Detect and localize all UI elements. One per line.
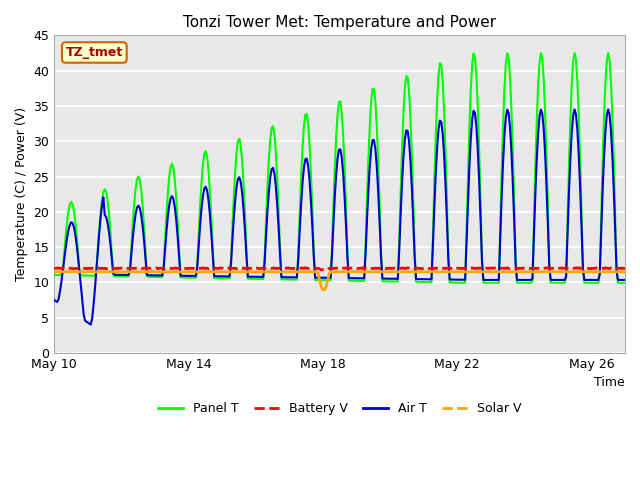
Battery V: [344, 264, 351, 270]
Solar V: [243, 269, 250, 275]
Battery V: [370, 265, 378, 271]
Solar V: [471, 269, 479, 275]
Line: Solar V: Solar V: [54, 272, 625, 290]
X-axis label: Time: Time: [595, 376, 625, 389]
Line: Panel T: Panel T: [54, 53, 625, 283]
Air T: [243, 252, 250, 258]
Panel T: [565, 165, 573, 170]
Solar V: [454, 269, 462, 275]
Y-axis label: Temperature (C) / Power (V): Temperature (C) / Power (V): [15, 107, 28, 281]
Battery V: [317, 267, 324, 273]
Panel T: [451, 280, 459, 286]
Battery V: [51, 265, 58, 271]
Battery V: [221, 265, 229, 271]
Solar V: [320, 287, 328, 293]
Air T: [621, 277, 629, 283]
Solar V: [370, 269, 378, 275]
Solar V: [621, 269, 629, 275]
Battery V: [471, 265, 479, 271]
Solar V: [148, 269, 156, 275]
Air T: [223, 274, 230, 279]
Legend: Panel T, Battery V, Air T, Solar V: Panel T, Battery V, Air T, Solar V: [153, 397, 526, 420]
Air T: [470, 108, 477, 114]
Solar V: [51, 269, 58, 275]
Line: Battery V: Battery V: [54, 267, 625, 270]
Title: Tonzi Tower Met: Temperature and Power: Tonzi Tower Met: Temperature and Power: [183, 15, 496, 30]
Air T: [87, 322, 95, 327]
Panel T: [241, 212, 249, 217]
Battery V: [241, 265, 249, 271]
Air T: [565, 192, 573, 197]
Battery V: [566, 265, 574, 271]
Air T: [51, 297, 58, 303]
Air T: [369, 137, 376, 143]
Solar V: [566, 269, 574, 275]
Solar V: [223, 269, 230, 275]
Panel T: [367, 98, 375, 104]
Air T: [604, 107, 612, 112]
Battery V: [621, 265, 629, 271]
Battery V: [454, 265, 462, 271]
Panel T: [604, 50, 612, 56]
Panel T: [470, 50, 477, 56]
Line: Air T: Air T: [54, 109, 625, 324]
Panel T: [221, 276, 229, 281]
Text: TZ_tmet: TZ_tmet: [66, 46, 123, 59]
Panel T: [621, 280, 629, 286]
Panel T: [461, 280, 469, 286]
Panel T: [51, 272, 58, 278]
Air T: [453, 277, 461, 283]
